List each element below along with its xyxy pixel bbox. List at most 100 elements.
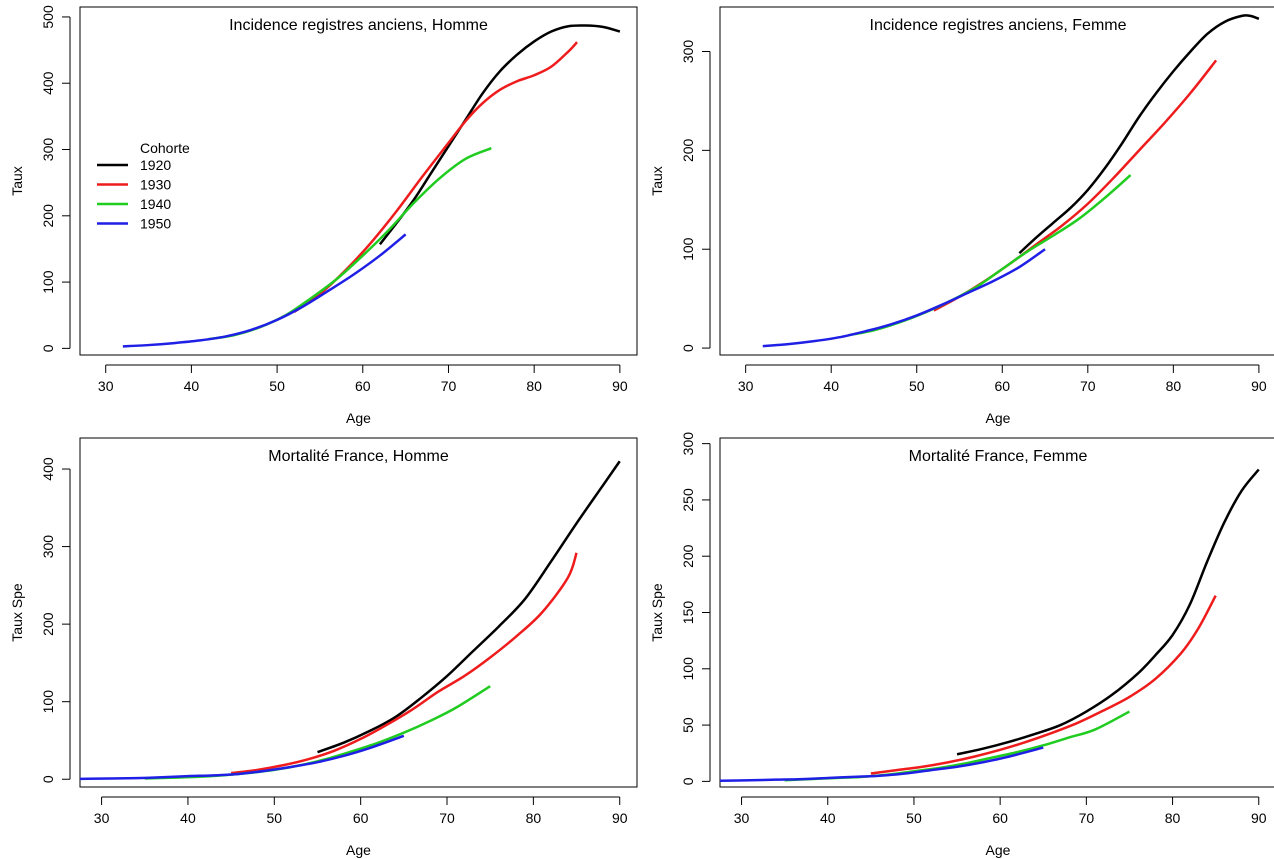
y-tick-label: 100 [40,690,56,714]
series-line-1930 [293,41,578,313]
series-line-1930 [230,552,578,775]
chart-title: Mortalité France, Homme [268,448,449,465]
y-axis: 0 50 100 150 200 250 300 Taux Spe [649,432,711,785]
y-tick-label: 300 [680,40,696,64]
y-tick-label: 300 [40,535,56,559]
x-tick-label: 90 [612,810,628,826]
y-axis-label: Taux [649,166,665,196]
y-tick-label: 0 [40,344,56,352]
x-axis: 30 40 50 60 70 80 90 Age [94,796,628,858]
y-tick-label: 200 [40,612,56,636]
x-axis-label: Age [986,842,1011,858]
chart-title: Mortalité France, Femme [909,448,1088,465]
chart-title: Incidence registres anciens, Femme [870,17,1127,34]
chart-panel-4: Mortalité France, Femme 30 40 50 60 70 80 90 Age… [649,432,1274,858]
y-axis: 0 100 200 300 400 Taux Spe [9,457,71,783]
x-tick-label: 30 [734,810,750,826]
chart-panel-2: Incidence registres anciens, Femme 30 40 50… [649,6,1274,426]
x-tick-label: 80 [526,810,542,826]
x-tick-label: 50 [909,378,925,394]
x-tick-label: 60 [992,810,1008,826]
x-axis: 30 40 50 60 70 80 90 Age [98,364,628,426]
legend-label-1920: 1920 [140,157,171,173]
y-axis-label: Taux Spe [649,583,665,642]
x-tick-label: 90 [612,378,628,394]
x-tick-label: 60 [353,810,369,826]
plot-frame [719,6,1274,356]
legend-label-1940: 1940 [140,196,171,212]
x-tick-label: 30 [94,810,110,826]
x-tick-label: 60 [355,378,371,394]
plot-frame [719,437,1274,788]
x-tick-label: 40 [820,810,836,826]
series-line-1940 [848,174,1132,337]
x-tick-label: 40 [180,810,196,826]
y-tick-label: 100 [680,657,696,681]
x-tick-label: 70 [439,810,455,826]
series-line-1920 [317,460,621,754]
y-tick-label: 200 [680,138,696,162]
x-tick-label: 70 [441,378,457,394]
x-axis: 30 40 50 60 70 80 90 Age [738,364,1267,426]
y-tick-label: 0 [680,777,696,785]
x-tick-label: 60 [994,378,1010,394]
chart-panel-3: Mortalité France, Homme 30 40 50 60 70 80 90 Age… [9,437,638,858]
legend-label-1930: 1930 [140,177,171,193]
y-tick-label: 250 [680,488,696,512]
y-axis-label: Taux Spe [9,583,25,642]
series-line-1940 [144,685,491,780]
y-tick-label: 50 [680,717,696,733]
x-tick-label: 70 [1080,378,1096,394]
series-line-1950 [719,746,1044,783]
series-line-1930 [933,59,1218,312]
y-tick-label: 0 [40,775,56,783]
x-tick-label: 80 [526,378,542,394]
series-line-1950 [122,233,407,348]
y-tick-label: 150 [680,601,696,625]
x-axis-label: Age [986,410,1011,426]
series-line-1920 [378,24,621,246]
x-axis: 30 40 50 60 70 80 90 Age [734,796,1267,858]
x-axis-label: Age [346,410,371,426]
chart-panel-1: Incidence registres anciens, Homme 30 40 50… [9,5,638,426]
x-tick-label: 30 [98,378,114,394]
x-tick-label: 80 [1165,810,1181,826]
x-tick-label: 40 [823,378,839,394]
legend-label-1950: 1950 [140,216,171,232]
x-tick-label: 90 [1251,810,1267,826]
x-axis-label: Age [346,842,371,858]
y-axis: 0 100 200 300 400 500 Taux [9,5,71,352]
y-tick-label: 500 [40,5,56,29]
series-line-1920 [956,468,1260,756]
x-tick-label: 70 [1079,810,1095,826]
legend-title: Cohorte [140,140,190,156]
y-tick-label: 100 [680,237,696,261]
series-line-1940 [208,147,492,341]
x-tick-label: 30 [738,378,754,394]
x-tick-label: 90 [1251,378,1267,394]
plot-frame [79,6,638,356]
y-tick-label: 200 [680,544,696,568]
x-tick-label: 50 [267,810,283,826]
x-tick-label: 80 [1166,378,1182,394]
y-axis-label: Taux [9,166,25,196]
series-line-1950 [762,248,1046,348]
series-line-1930 [870,595,1217,775]
plot-frame [79,437,638,788]
y-tick-label: 0 [680,344,696,352]
y-tick-label: 100 [40,270,56,294]
series-line-1920 [1018,14,1260,255]
y-tick-label: 400 [40,457,56,481]
x-tick-label: 50 [269,378,285,394]
x-tick-label: 50 [906,810,922,826]
y-axis: 0 100 200 300 Taux [649,40,711,352]
series-line-1950 [79,734,405,781]
y-tick-label: 200 [40,204,56,228]
y-tick-label: 300 [40,138,56,162]
x-tick-label: 40 [184,378,200,394]
y-tick-label: 400 [40,71,56,95]
y-tick-label: 300 [680,432,696,456]
chart-title: Incidence registres anciens, Homme [229,17,488,34]
